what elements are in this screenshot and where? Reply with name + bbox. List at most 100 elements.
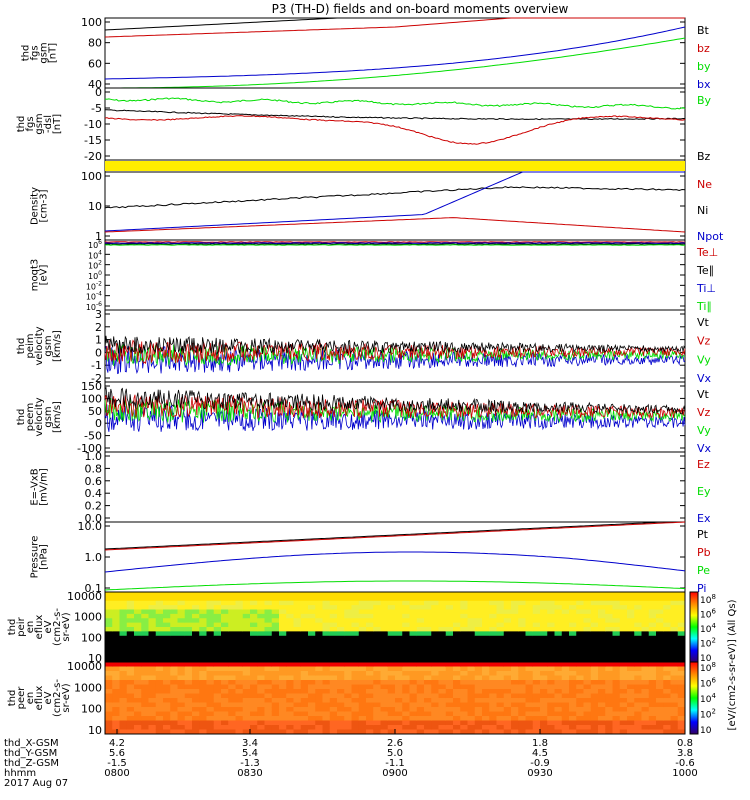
spectrogram-cell [329,725,338,730]
spectrogram-cell [308,635,316,641]
spectrogram-cell [264,725,273,730]
spectrogram-cell [126,627,135,632]
y-tick-label: 104 [88,249,102,260]
spectrogram-cell [192,716,200,721]
spectrogram-cell [612,653,621,659]
spectrogram-cell [257,622,265,628]
spectrogram-cell [344,605,352,610]
y-tick-label: 100 [81,631,102,644]
spectrogram-cell [627,618,635,624]
spectrogram-cell [228,702,236,708]
spectrogram-cell [148,600,157,606]
spectrogram-cell [561,609,570,615]
spectrogram-cell [583,653,592,659]
spectrogram-cell [496,605,505,610]
spectrogram-cell [192,627,200,632]
spectrogram-cell [547,693,555,699]
spectrogram-cell [300,592,309,597]
spectrogram-cell [155,622,164,628]
spectrogram-cell [221,689,229,694]
y-axis-label: Pressure[nPa] [30,536,50,579]
spectrogram-cell [569,631,577,637]
y-tick-label: 1 [95,230,102,243]
spectrogram-cell [605,698,613,703]
spectrogram-cell [438,605,447,610]
spectrogram-cell [366,693,374,699]
spectrogram-cell [569,666,577,672]
spectrogram-cell [308,657,316,663]
spectrogram-cell [300,609,309,615]
spectrogram-cell [308,648,316,654]
spectrogram-cell [670,675,679,681]
spectrogram-cell [431,635,439,641]
spectrogram-cell [648,631,657,637]
y-axis-label-line: eflux [34,615,45,640]
spectrogram-cell [648,689,657,694]
spectrogram-cell [344,640,352,645]
spectrogram-cell [300,666,309,672]
spectrogram-cell [605,622,613,628]
spectrogram-cell [199,720,207,726]
spectrogram-cell [119,707,128,712]
spectrogram-cell [112,640,120,645]
spectrogram-cell [438,707,447,712]
spectrogram-cell [308,711,316,717]
spectrogram-cell [213,711,222,717]
spectrogram-cell [177,640,186,645]
spectrogram-cell [460,653,468,659]
legend-entry: by [697,60,711,73]
spectrogram-cell [141,631,149,637]
spectrogram-cell [170,693,178,699]
spectrogram-cell [105,592,113,597]
spectrogram-cell [656,693,664,699]
spectrogram-cell [112,613,120,619]
spectrogram-cell [184,707,193,712]
spectrogram-cell [424,648,432,654]
spectrogram-cell [677,609,686,615]
spectrogram-cell [228,684,236,690]
spectrogram-cell [598,631,606,637]
spectrogram-cell [503,622,512,628]
spectrogram-cell [279,653,287,659]
spectrogram-cell [395,605,403,610]
spectrogram-cell [163,605,171,610]
footer-value: 0800 [104,768,129,779]
spectrogram-cell [286,640,294,645]
spectrogram-cell [199,592,207,597]
spectrogram-cell [438,729,447,735]
spectrogram-cell [199,613,207,619]
spectrogram-cell [518,725,526,730]
spectrogram-cell [474,671,483,676]
y-axis-label-line: [km/s] [52,401,63,433]
spectrogram-cell [605,618,613,624]
spectrogram-cell [511,600,519,606]
spectrogram-cell [155,671,164,676]
spectrogram-cell [380,657,389,663]
spectrogram-cell [583,627,592,632]
spectrogram-cell [235,605,244,610]
spectrogram-cell [474,680,483,685]
spectrogram-cell [612,680,621,685]
y-axis-label-line: thd [21,45,32,62]
spectrogram-cell [105,729,113,735]
spectrogram-cell [496,662,505,667]
spectrogram-cell [670,596,679,602]
spectrogram-cell [576,684,584,690]
spectrogram-cell [431,716,439,721]
spectrogram-cell [402,689,410,694]
spectrogram-cell [300,631,309,637]
spectrogram-cell [402,707,410,712]
spectrogram-cell [337,644,345,650]
spectrogram-cell [271,609,280,615]
spectrogram-cell [503,671,512,676]
spectrogram-cell [134,648,142,654]
spectrogram-cell [424,635,432,641]
spectrogram-cell [576,702,584,708]
spectrogram-cell [496,689,505,694]
spectrogram-cell [554,684,563,690]
y-axis-label-line: thd [16,338,27,355]
spectrogram-cell [598,711,606,717]
spectrogram-cell [366,635,374,641]
